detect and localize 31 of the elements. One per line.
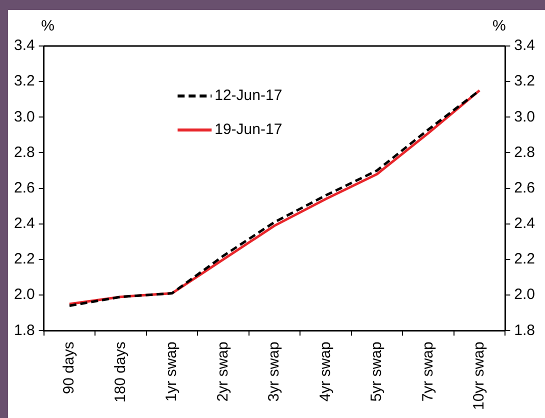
y-tick-label: 3.2 (14, 72, 35, 90)
y-tick-label: 2.8 (14, 144, 35, 161)
x-tick-label: 4yr swap (316, 342, 334, 402)
legend-label: 12-Jun-17 (214, 87, 282, 104)
x-tick-label: 10yr swap (470, 342, 488, 410)
y2-tick-label: 2.2 (514, 250, 536, 268)
y-tick-label: 1.8 (14, 322, 35, 339)
y2-tick-label: 2.4 (514, 215, 536, 232)
x-tick-label: 180 days (112, 342, 129, 403)
x-tick-label: 5yr swap (368, 342, 386, 402)
x-tick-label: 1yr swap (163, 342, 180, 402)
y-tick-label: 3.4 (14, 37, 35, 54)
y-tick-label: 2.0 (14, 286, 35, 304)
y2-tick-label: 2.0 (514, 286, 536, 304)
x-tick-label: 90 days (60, 342, 78, 394)
y-axis-title: % (41, 18, 55, 35)
y-tick-label: 2.6 (14, 179, 35, 196)
y-tick-label: 2.4 (14, 215, 35, 232)
y2-axis-title: % (492, 18, 506, 35)
y2-tick-label: 2.8 (514, 144, 536, 161)
y2-tick-label: 2.6 (514, 179, 536, 196)
y-tick-label: 3.0 (14, 108, 35, 126)
y2-tick-label: 1.8 (514, 322, 536, 339)
y2-tick-label: 3.2 (514, 72, 536, 90)
y2-tick-label: 3.0 (514, 108, 536, 126)
x-tick-label: 3yr swap (266, 342, 283, 402)
x-tick-label: 2yr swap (214, 342, 232, 402)
legend-label: 19-Jun-17 (214, 121, 282, 138)
y-tick-label: 2.2 (14, 250, 35, 268)
x-tick-label: 7yr swap (419, 342, 436, 402)
y2-tick-label: 3.4 (514, 37, 536, 54)
